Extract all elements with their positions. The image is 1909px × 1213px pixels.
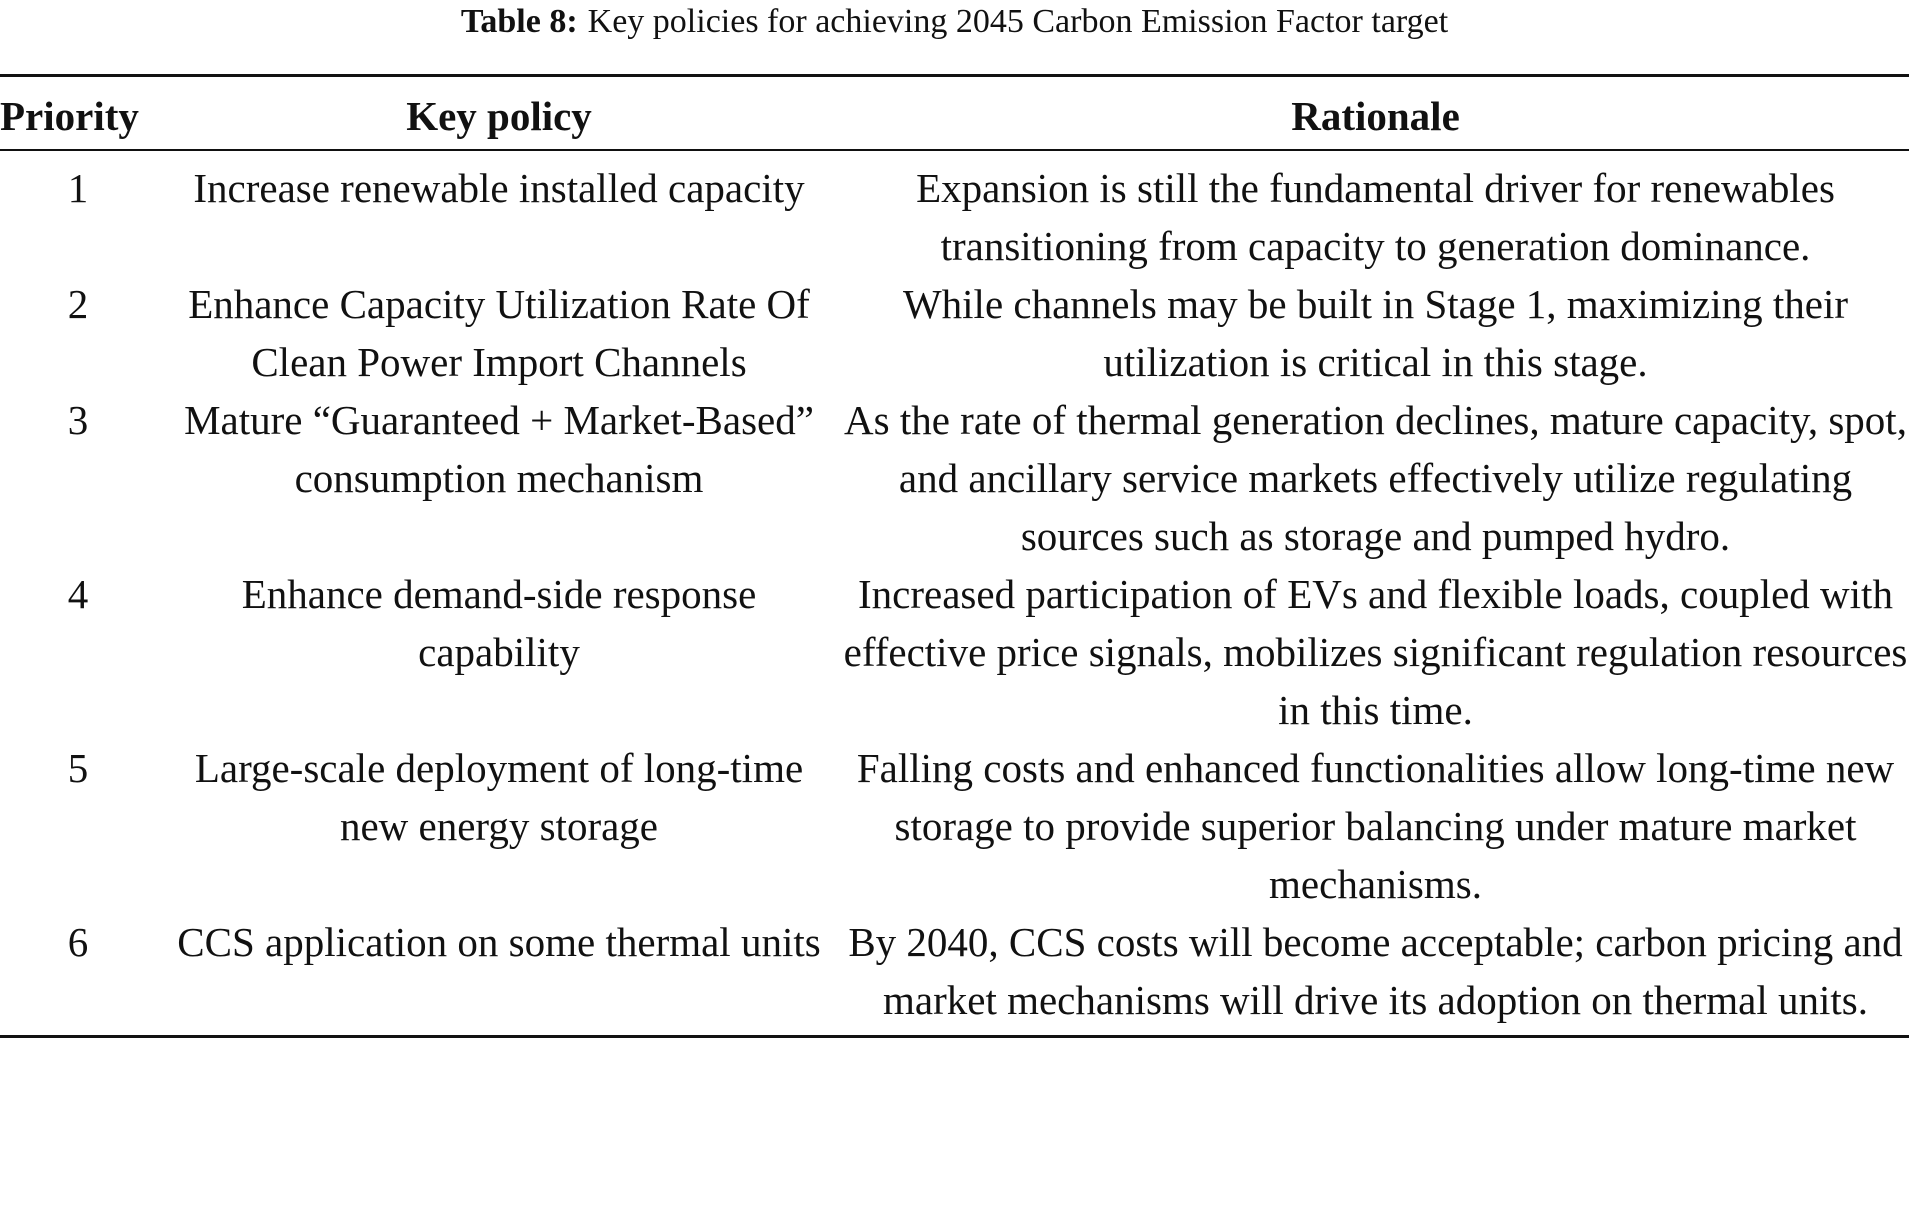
policy-table: Priority Key policy Rationale 1 Increase… <box>0 74 1909 1038</box>
row-priority: 3 <box>67 397 89 443</box>
header-key-policy: Key policy <box>156 74 842 151</box>
table-row: 1 Increase renewable installed capacity … <box>0 150 1909 275</box>
row-rationale: As the rate of thermal generation declin… <box>844 397 1907 559</box>
row-key-policy: Mature “Guaranteed + Market-Based” consu… <box>184 397 814 501</box>
table-caption-text: Key policies for achieving 2045 Carbon E… <box>587 3 1449 40</box>
row-priority: 5 <box>67 745 89 791</box>
table-row: 5 Large-scale deployment of long-time ne… <box>0 739 1909 913</box>
row-priority: 6 <box>0 913 156 1038</box>
table-row: 4 Enhance demand-side response capabilit… <box>0 565 1909 739</box>
row-rationale: While channels may be built in Stage 1, … <box>902 281 1849 385</box>
row-priority: 1 <box>67 165 89 211</box>
table-caption: Table 8: Key policies for achieving 2045 … <box>0 0 1909 42</box>
row-priority: 2 <box>67 281 89 327</box>
table-caption-label: Table 8: <box>460 3 578 40</box>
row-rationale: Expansion is still the fundamental drive… <box>916 165 1835 269</box>
table-row: 3 Mature “Guaranteed + Market-Based” con… <box>0 391 1909 565</box>
header-rationale: Rationale <box>842 74 1909 151</box>
table-row: 6 CCS application on some thermal units … <box>0 913 1909 1038</box>
table-row: 2 Enhance Capacity Utilization Rate Of C… <box>0 275 1909 391</box>
row-key-policy: Increase renewable installed capacity <box>193 165 805 211</box>
row-key-policy: Enhance demand-side response capability <box>241 571 757 675</box>
table-header-row: Priority Key policy Rationale <box>0 74 1909 151</box>
row-rationale: Falling costs and enhanced functionaliti… <box>856 745 1895 907</box>
row-key-policy: CCS application on some thermal units <box>156 913 842 1038</box>
row-priority: 4 <box>67 571 89 617</box>
row-rationale: Increased participation of EVs and flexi… <box>843 571 1908 733</box>
header-priority: Priority <box>0 74 156 151</box>
row-rationale: By 2040, CCS costs will become acceptabl… <box>842 913 1909 1038</box>
row-key-policy: Large-scale deployment of long-time new … <box>194 745 804 849</box>
row-key-policy: Enhance Capacity Utilization Rate Of Cle… <box>188 281 810 385</box>
